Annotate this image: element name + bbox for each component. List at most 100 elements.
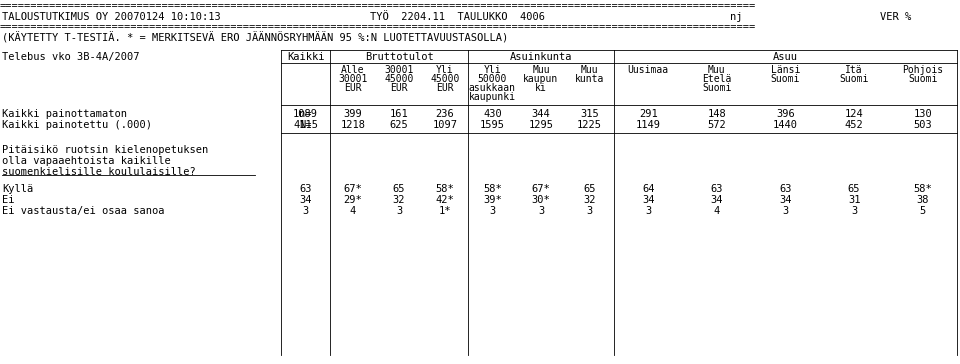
Text: 161: 161	[390, 109, 408, 119]
Text: 42*: 42*	[436, 195, 454, 205]
Text: ================================================================================: ========================================…	[0, 22, 756, 32]
Text: 148: 148	[708, 109, 727, 119]
Text: TYÖ  2204.11  TAULUKKO  4006: TYÖ 2204.11 TAULUKKO 4006	[370, 12, 545, 22]
Text: 1595: 1595	[480, 120, 505, 130]
Text: 3: 3	[490, 206, 495, 216]
Text: 1*: 1*	[439, 206, 451, 216]
Text: EUR: EUR	[345, 83, 362, 93]
Text: Suomi: Suomi	[839, 74, 869, 84]
Text: 34: 34	[300, 195, 312, 205]
Text: ================================================================================: ========================================…	[0, 1, 756, 11]
Text: 344: 344	[532, 109, 550, 119]
Text: 236: 236	[436, 109, 454, 119]
Text: Kyllä: Kyllä	[2, 184, 34, 194]
Text: Alle: Alle	[341, 65, 365, 75]
Text: 1097: 1097	[433, 120, 458, 130]
Text: Telebus vko 3B-4A/2007: Telebus vko 3B-4A/2007	[2, 52, 139, 62]
Text: 32: 32	[584, 195, 596, 205]
Text: 4115: 4115	[293, 120, 318, 130]
Text: 3: 3	[302, 206, 308, 216]
Text: kunta: kunta	[575, 74, 605, 84]
Text: 65: 65	[584, 184, 596, 194]
Text: 4: 4	[349, 206, 356, 216]
Text: kaupun: kaupun	[523, 74, 559, 84]
Text: 503: 503	[913, 120, 932, 130]
Text: 67*: 67*	[532, 184, 550, 194]
Text: Asuinkunta: Asuinkunta	[510, 52, 572, 62]
Text: 625: 625	[390, 120, 408, 130]
Text: 63: 63	[300, 184, 312, 194]
Text: 32: 32	[393, 195, 405, 205]
Text: Ei vastausta/ei osaa sanoa: Ei vastausta/ei osaa sanoa	[2, 206, 164, 216]
Text: TALOUSTUTKIMUS OY 20070124 10:10:13: TALOUSTUTKIMUS OY 20070124 10:10:13	[2, 12, 221, 22]
Text: 34: 34	[710, 195, 723, 205]
Text: Pohjois: Pohjois	[902, 65, 944, 75]
Text: VER %: VER %	[880, 12, 911, 22]
Text: 34: 34	[780, 195, 792, 205]
Text: 452: 452	[845, 120, 863, 130]
Text: 1295: 1295	[529, 120, 554, 130]
Text: Ei: Ei	[2, 195, 14, 205]
Text: 45000: 45000	[430, 74, 460, 84]
Text: Suomi: Suomi	[908, 74, 937, 84]
Text: olla vapaaehtoista kaikille: olla vapaaehtoista kaikille	[2, 156, 171, 166]
Text: 63: 63	[780, 184, 792, 194]
Text: Asuu: Asuu	[773, 52, 798, 62]
Text: n=: n=	[300, 109, 312, 119]
Text: 34: 34	[642, 195, 655, 205]
Text: 3: 3	[782, 206, 788, 216]
Text: EUR: EUR	[390, 83, 408, 93]
Text: 65: 65	[848, 184, 860, 194]
Text: 30001: 30001	[338, 74, 368, 84]
Text: Suomi: Suomi	[771, 74, 801, 84]
Text: 130: 130	[913, 109, 932, 119]
Text: 1440: 1440	[773, 120, 798, 130]
Text: 63: 63	[710, 184, 723, 194]
Text: 45000: 45000	[384, 74, 414, 84]
Text: Kaikki painottamaton: Kaikki painottamaton	[2, 109, 127, 119]
Text: 1089: 1089	[293, 109, 318, 119]
Text: 5: 5	[920, 206, 925, 216]
Text: nj: nj	[730, 12, 742, 22]
Text: 3: 3	[851, 206, 857, 216]
Text: 39*: 39*	[483, 195, 502, 205]
Text: Kaikki: Kaikki	[287, 52, 324, 62]
Text: Yli: Yli	[484, 65, 501, 75]
Text: Pitäisikö ruotsin kielenopetuksen: Pitäisikö ruotsin kielenopetuksen	[2, 145, 208, 155]
Text: 1225: 1225	[577, 120, 602, 130]
Text: 67*: 67*	[344, 184, 362, 194]
Text: Kaikki painotettu (.000): Kaikki painotettu (.000)	[2, 120, 152, 130]
Text: 3: 3	[538, 206, 544, 216]
Text: 3: 3	[587, 206, 592, 216]
Text: 3: 3	[396, 206, 402, 216]
Text: Itä: Itä	[846, 65, 863, 75]
Text: 3: 3	[645, 206, 652, 216]
Text: 315: 315	[580, 109, 599, 119]
Text: 58*: 58*	[483, 184, 502, 194]
Text: suomenkielisille koululaisille?: suomenkielisille koululaisille?	[2, 167, 196, 177]
Text: 29*: 29*	[344, 195, 362, 205]
Text: 30*: 30*	[532, 195, 550, 205]
Text: 396: 396	[776, 109, 795, 119]
Text: 399: 399	[344, 109, 362, 119]
Text: 1149: 1149	[636, 120, 660, 130]
Text: 58*: 58*	[436, 184, 454, 194]
Text: 572: 572	[708, 120, 727, 130]
Text: 1218: 1218	[341, 120, 366, 130]
Text: kaupunki: kaupunki	[468, 92, 516, 102]
Text: (KÄYTETTY T-TESTIÄ. * = MERKITSEVÄ ERO JÄÄNNÖSRYHMÄÄN 95 %:N LUOTETTAVUUSTASOLLA: (KÄYTETTY T-TESTIÄ. * = MERKITSEVÄ ERO J…	[2, 32, 508, 43]
Text: 31: 31	[848, 195, 860, 205]
Text: 38: 38	[917, 195, 929, 205]
Text: Länsi: Länsi	[771, 65, 801, 75]
Text: Uusimaa: Uusimaa	[628, 65, 669, 75]
Text: 430: 430	[483, 109, 502, 119]
Text: 124: 124	[845, 109, 863, 119]
Text: 4: 4	[714, 206, 720, 216]
Text: Suomi: Suomi	[702, 83, 732, 93]
Text: 50000: 50000	[478, 74, 507, 84]
Text: ki: ki	[535, 83, 547, 93]
Text: 58*: 58*	[913, 184, 932, 194]
Text: Etelä: Etelä	[702, 74, 732, 84]
Text: Muu: Muu	[532, 65, 550, 75]
Text: Muu: Muu	[708, 65, 726, 75]
